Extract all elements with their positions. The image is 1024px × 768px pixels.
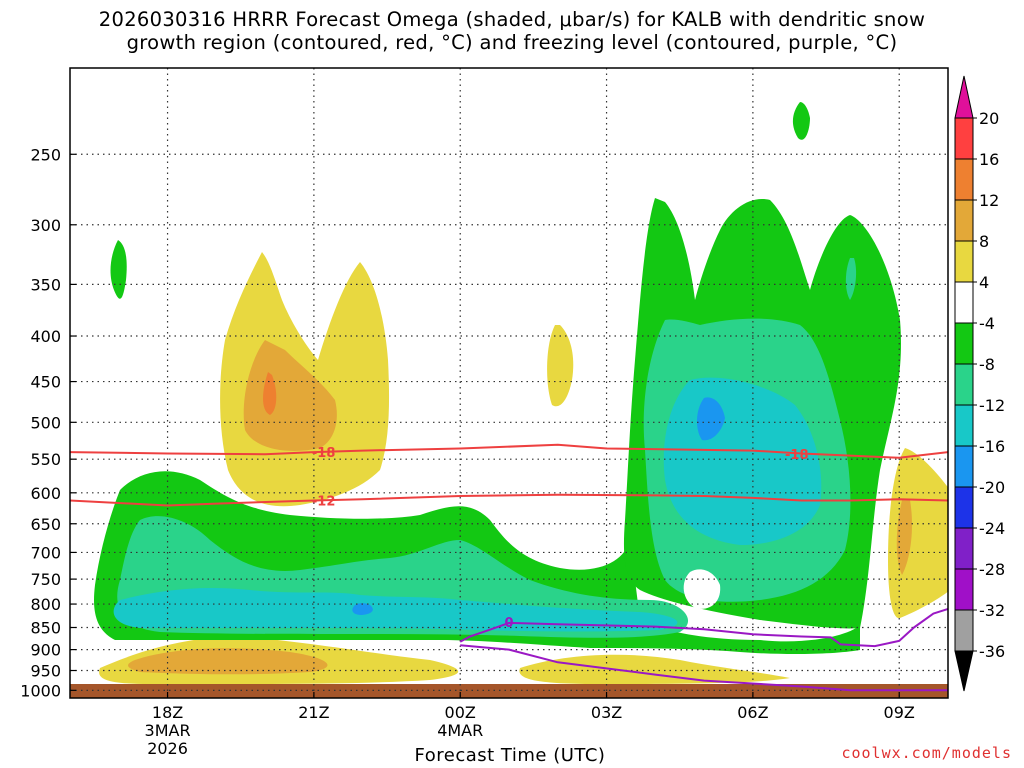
colorbar-label: -16 bbox=[979, 437, 1005, 456]
x-tick-label: 4MAR bbox=[437, 721, 483, 740]
y-tick-label: 650 bbox=[30, 515, 61, 534]
y-tick-label: 500 bbox=[30, 413, 61, 432]
colorbar-swatch bbox=[954, 322, 974, 365]
colorbar-label: 12 bbox=[979, 191, 999, 210]
isotherm-minus18 bbox=[70, 443, 948, 459]
chart-title-line2: growth region (contoured, red, °C) and f… bbox=[126, 31, 898, 54]
freezing-level-low-line bbox=[460, 644, 948, 692]
colorbar-swatch bbox=[954, 158, 974, 201]
omega-positive-low-2 bbox=[519, 654, 790, 684]
colorbar-top-arrow bbox=[954, 75, 974, 119]
y-tick-label: 550 bbox=[30, 450, 61, 469]
omega-positive-09z bbox=[888, 448, 948, 619]
y-tick-label: 300 bbox=[30, 216, 61, 235]
y-tick-label: 750 bbox=[30, 570, 61, 589]
colorbar-label: 20 bbox=[979, 109, 999, 128]
y-axis: 250 300 350 400 450 500 550 600 650 700 750 800 850 9… bbox=[20, 145, 76, 700]
y-tick-label: 400 bbox=[30, 327, 61, 346]
x-tick-label: 21Z bbox=[298, 703, 329, 722]
grid bbox=[70, 68, 948, 698]
colorbar-label: 4 bbox=[979, 273, 989, 292]
colorbar-label: -24 bbox=[979, 519, 1005, 538]
x-tick-label: 09Z bbox=[884, 703, 915, 722]
omega-negative-low-blue bbox=[352, 603, 373, 615]
colorbar-swatch bbox=[954, 404, 974, 447]
x-tick-label: 3MAR bbox=[145, 721, 191, 740]
omega-negative-low-cyan bbox=[113, 588, 678, 632]
isotherm-contours: -18 -18 -12 0 bbox=[70, 443, 948, 692]
isotherm-label-minus18-right: -18 bbox=[785, 448, 809, 463]
y-tick-label: 800 bbox=[30, 595, 61, 614]
omega-positive-upper-red bbox=[263, 372, 277, 415]
colorbar-swatch bbox=[954, 445, 974, 488]
colorbar-label: -8 bbox=[979, 355, 995, 374]
freezing-label: 0 bbox=[504, 616, 513, 631]
y-tick-label: 250 bbox=[30, 145, 61, 164]
y-tick-label: 600 bbox=[30, 484, 61, 503]
colorbar-swatch bbox=[954, 527, 974, 570]
colorbar-swatch bbox=[954, 609, 974, 652]
y-tick-label: 950 bbox=[30, 662, 61, 681]
colorbar-label: 8 bbox=[979, 232, 989, 251]
colorbar-label: -12 bbox=[979, 396, 1005, 415]
omega-positive-blob-01z bbox=[547, 325, 574, 407]
colorbar-bottom-arrow bbox=[954, 650, 974, 692]
ground bbox=[70, 684, 948, 698]
isotherm-minus12 bbox=[70, 493, 948, 507]
y-tick-label: 700 bbox=[30, 543, 61, 562]
colorbar-swatch bbox=[954, 117, 974, 160]
plot-frame bbox=[69, 67, 949, 699]
omega-negative-convective-blue bbox=[696, 397, 725, 441]
y-tick-label: 1000 bbox=[20, 681, 61, 700]
credit-text[interactable]: coolwx.com/models bbox=[841, 744, 1012, 762]
y-tick-label: 350 bbox=[30, 275, 61, 294]
x-tick-label: 03Z bbox=[591, 703, 622, 722]
y-tick-label: 900 bbox=[30, 641, 61, 660]
chart-title-line1: 2026030316 HRRR Forecast Omega (shaded, … bbox=[98, 8, 926, 31]
omega-negative-upper-teal bbox=[845, 258, 857, 300]
colorbar-swatch bbox=[954, 568, 974, 611]
colorbar-label: -32 bbox=[979, 601, 1005, 620]
x-tick-label: 00Z bbox=[445, 703, 476, 722]
freezing-level-line bbox=[459, 607, 948, 648]
colorbar-swatch bbox=[954, 363, 974, 406]
colorbar-swatch bbox=[954, 486, 974, 529]
colorbar: 20 16 12 8 4 -4 -8 -12 -16 -20 -24 -28 -32 -36 bbox=[954, 75, 1005, 692]
isotherm-label-minus12: -12 bbox=[312, 494, 336, 509]
isotherm-label-minus18: -18 bbox=[312, 446, 336, 461]
colorbar-swatch bbox=[954, 281, 974, 324]
x-tick-label: 18Z bbox=[152, 703, 183, 722]
colorbar-label: -36 bbox=[979, 642, 1005, 661]
colorbar-label: 16 bbox=[979, 150, 999, 169]
omega-positive-upper-orange bbox=[243, 340, 337, 451]
x-axis-label: Forecast Time (UTC) bbox=[414, 745, 606, 766]
omega-negative-blob-0630z bbox=[792, 102, 810, 140]
colorbar-swatch bbox=[954, 199, 974, 242]
colorbar-label: -4 bbox=[979, 314, 995, 333]
omega-positive-09z-orange bbox=[896, 500, 913, 575]
y-tick-label: 450 bbox=[30, 373, 61, 392]
x-tick-label: 2026 bbox=[147, 739, 188, 758]
colorbar-swatch bbox=[954, 240, 974, 283]
omega-shading: -18 -18 -12 0 bbox=[70, 68, 948, 698]
colorbar-label: -20 bbox=[979, 478, 1005, 497]
colorbar-label: -28 bbox=[979, 560, 1005, 579]
x-tick-label: 06Z bbox=[737, 703, 768, 722]
y-tick-label: 850 bbox=[30, 618, 61, 637]
omega-positive-low-orange bbox=[128, 648, 328, 675]
